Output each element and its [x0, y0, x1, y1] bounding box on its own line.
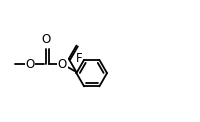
Text: F: F — [75, 52, 82, 65]
Text: O: O — [25, 57, 35, 71]
Text: O: O — [58, 57, 67, 71]
Text: O: O — [42, 33, 51, 46]
